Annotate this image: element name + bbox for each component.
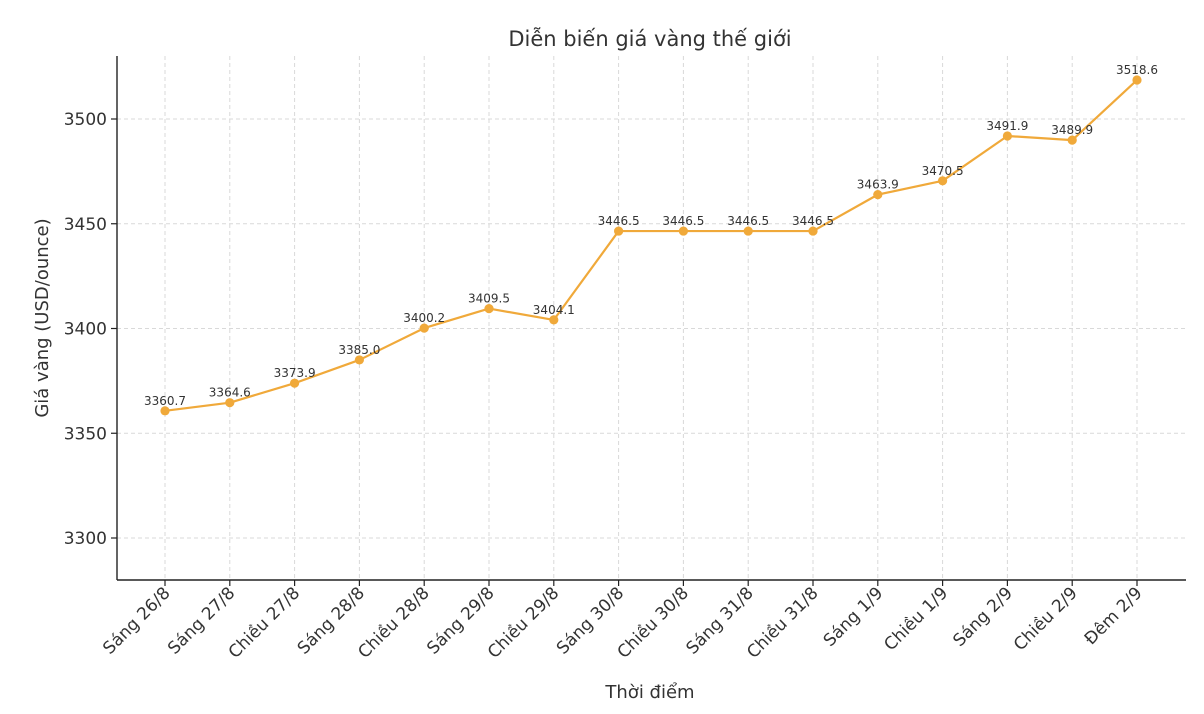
data-label: 3404.1 — [533, 303, 575, 317]
data-point — [484, 303, 494, 314]
data-label: 3400.2 — [403, 311, 445, 325]
data-point — [419, 323, 429, 333]
x-tick-label: Sáng 1/9 — [820, 583, 888, 651]
data-label: 3491.9 — [986, 119, 1028, 133]
x-axis-label: Thời điểm — [604, 682, 694, 703]
data-point — [1002, 131, 1013, 141]
data-label: 3360.7 — [144, 394, 186, 408]
series-layer — [160, 75, 1142, 416]
data-point — [225, 398, 235, 408]
data-label: 3373.9 — [274, 366, 316, 380]
data-point — [938, 176, 948, 186]
data-point — [1132, 75, 1142, 85]
data-label: 3446.5 — [598, 214, 640, 228]
x-tick-label: Chiều 1/9 — [880, 583, 952, 655]
y-tick-label: 3450 — [64, 215, 107, 235]
data-label: 3446.5 — [662, 214, 704, 228]
x-tick-label: Sáng 2/9 — [949, 583, 1017, 651]
data-label: 3463.9 — [857, 178, 899, 192]
grid-layer — [117, 56, 1186, 580]
data-label: 3364.6 — [209, 386, 251, 400]
data-label: 3518.6 — [1116, 63, 1158, 77]
x-tick-label: Đêm 2/9 — [1081, 583, 1147, 649]
y-axis-label: Giá vàng (USD/ounce) — [32, 218, 53, 417]
x-tick-label: Sáng 26/8 — [99, 583, 174, 658]
data-point — [678, 226, 689, 236]
data-point — [549, 315, 559, 325]
data-point — [808, 226, 818, 236]
y-tick-label: 3400 — [64, 320, 107, 340]
data-label: 3446.5 — [727, 214, 769, 228]
data-label: 3489.9 — [1051, 123, 1093, 137]
data-point — [354, 355, 364, 365]
data-point — [290, 378, 300, 388]
data-point — [873, 190, 883, 200]
data-label: 3409.5 — [468, 292, 510, 306]
x-tick-label: Chiều 2/9 — [1009, 583, 1081, 655]
data-label: 3385.0 — [338, 343, 380, 357]
data-point — [614, 226, 624, 236]
data-point — [743, 226, 753, 236]
data-point — [160, 406, 170, 416]
data-label: 3446.5 — [792, 214, 834, 228]
y-tick-label: 3500 — [64, 110, 107, 130]
data-point — [1067, 135, 1077, 145]
y-tick-label: 3300 — [64, 529, 107, 549]
chart-title: Diễn biến giá vàng thế giới — [508, 26, 791, 51]
data-label: 3470.5 — [922, 164, 964, 178]
y-tick-label: 3350 — [64, 424, 107, 444]
series-line — [164, 79, 1138, 412]
data-label-layer: 3360.7 3364.6 3373.9 3385.0 3400.2 3409.5 3404… — [144, 63, 1158, 408]
